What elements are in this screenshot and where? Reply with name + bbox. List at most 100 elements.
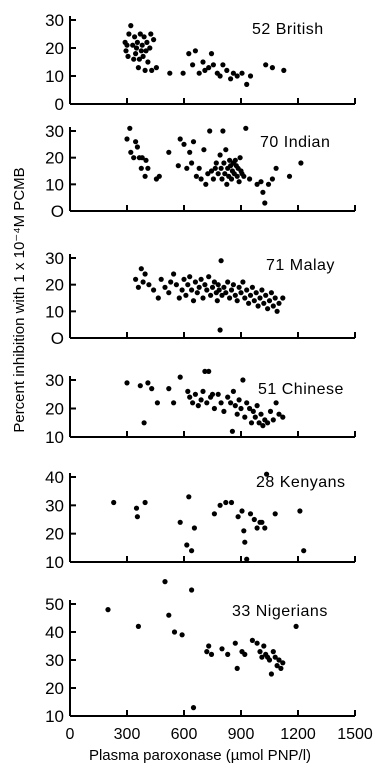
data-point — [187, 394, 193, 400]
data-point — [105, 607, 111, 613]
data-point — [208, 292, 214, 298]
data-point — [132, 34, 138, 40]
data-point — [210, 176, 216, 182]
data-point — [206, 65, 212, 71]
data-point — [171, 400, 177, 406]
y-tick-label: O — [51, 202, 64, 221]
data-point — [232, 403, 238, 409]
data-point — [280, 414, 286, 420]
data-point — [263, 292, 269, 298]
data-point — [133, 276, 139, 282]
data-point — [192, 48, 198, 54]
data-point — [267, 408, 274, 414]
data-point — [270, 303, 276, 309]
data-point — [265, 181, 272, 187]
data-point — [254, 403, 260, 409]
data-point — [158, 276, 164, 282]
data-point — [181, 141, 187, 147]
data-point — [208, 651, 215, 658]
data-point — [229, 428, 235, 434]
data-point — [194, 290, 200, 296]
y-tick-label: 10 — [45, 707, 64, 726]
data-point — [227, 157, 233, 163]
data-point — [134, 39, 140, 46]
data-point — [278, 665, 284, 672]
data-point — [153, 65, 159, 71]
y-tick-label: 10 — [45, 302, 64, 321]
data-point — [128, 23, 134, 29]
data-point — [254, 640, 260, 646]
data-point — [111, 499, 117, 506]
data-point — [219, 176, 225, 182]
data-point — [243, 125, 249, 131]
panel-5: 10 20 30 40 50 33 Nigerians — [45, 579, 356, 726]
data-point — [225, 394, 231, 400]
data-point — [216, 287, 222, 293]
data-point — [236, 284, 242, 290]
data-point — [239, 508, 245, 514]
data-point — [137, 383, 143, 389]
panel-label: 70 Indian — [260, 134, 330, 151]
data-point — [190, 139, 197, 145]
data-point — [190, 400, 196, 406]
y-tick-label: 30 — [45, 496, 64, 515]
data-point — [297, 508, 303, 514]
data-point — [137, 31, 143, 37]
data-point — [139, 42, 145, 48]
data-point — [211, 279, 217, 285]
data-point — [260, 423, 266, 429]
data-point — [198, 276, 204, 282]
x-axis-label: Plasma paroxonase (µmol PNP/l) — [89, 747, 311, 764]
data-point — [248, 420, 255, 426]
y-tick-label: 30 — [45, 651, 64, 670]
data-point — [198, 397, 204, 403]
data-point — [135, 65, 141, 71]
data-point — [142, 499, 148, 506]
data-point — [203, 181, 209, 187]
data-point — [254, 181, 260, 187]
data-point — [259, 287, 265, 293]
data-point — [145, 380, 151, 386]
data-point — [151, 37, 157, 43]
data-point — [125, 53, 131, 60]
data-point — [244, 81, 250, 87]
data-point — [301, 548, 307, 554]
data-point — [223, 147, 229, 153]
data-point — [171, 271, 177, 277]
panel-label: 52 British — [252, 21, 324, 38]
panel-label: 71 Malay — [266, 257, 335, 274]
data-point — [239, 70, 245, 76]
data-point — [255, 303, 261, 309]
data-point — [247, 405, 253, 412]
data-point — [168, 279, 174, 285]
data-point — [265, 420, 271, 426]
data-point — [187, 274, 193, 280]
data-point — [148, 31, 154, 37]
data-point — [128, 149, 134, 155]
data-point — [298, 160, 304, 166]
y-tick-label: O — [51, 329, 64, 348]
data-point — [256, 420, 262, 426]
data-point — [223, 290, 229, 296]
data-point — [200, 388, 206, 394]
data-point — [201, 147, 207, 153]
data-point — [181, 276, 187, 282]
data-point — [244, 400, 250, 406]
data-point — [237, 155, 243, 161]
panel-label: 51 Chinese — [258, 381, 344, 398]
data-point — [186, 494, 192, 500]
data-point — [183, 292, 189, 298]
data-point — [142, 271, 148, 277]
x-tick-label: 1200 — [280, 726, 316, 743]
data-point — [204, 649, 210, 655]
data-point — [211, 511, 217, 517]
data-point — [244, 556, 250, 562]
data-point — [177, 519, 183, 525]
data-point — [236, 397, 242, 403]
data-point — [218, 258, 224, 264]
data-point — [192, 391, 198, 397]
data-point — [180, 70, 186, 76]
data-point — [262, 525, 268, 531]
data-point — [240, 279, 246, 285]
